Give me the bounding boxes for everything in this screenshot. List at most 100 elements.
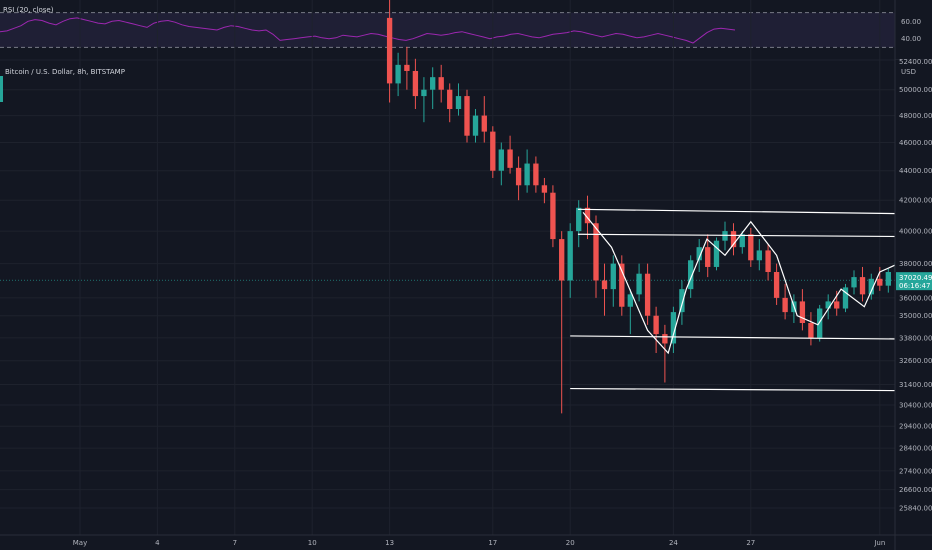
candle — [550, 185, 556, 248]
price-tick-label: 32600.00 — [899, 357, 932, 365]
candle — [559, 231, 565, 414]
time-axis[interactable]: 26May47101317202427Jun4710141720 — [0, 534, 932, 547]
candle — [507, 135, 513, 174]
candle-body — [507, 149, 513, 168]
candle — [765, 243, 771, 281]
price-tick-label: 27400.00 — [899, 467, 932, 475]
candle — [730, 223, 737, 256]
candle-body — [799, 301, 806, 324]
last-price-box — [896, 272, 932, 291]
candle-body — [834, 301, 840, 309]
rsi-band — [0, 12, 895, 48]
candle-body — [421, 89, 427, 97]
candle — [817, 304, 823, 342]
candle — [386, 0, 393, 103]
candle-body — [404, 64, 410, 71]
candle-body — [851, 277, 857, 288]
price-tick-label: 36000.00 — [899, 294, 932, 302]
price-ticks: 25840.00 26600.00 27400.00 28400.00 29400.00… — [899, 58, 932, 513]
price-tick-label: 25840.00 — [899, 505, 932, 513]
candle-body — [515, 167, 522, 186]
candle-body — [773, 272, 780, 298]
candle-body — [464, 96, 470, 136]
currency-label: USD — [901, 68, 916, 76]
candle — [653, 306, 659, 354]
candle — [395, 52, 401, 97]
candle — [490, 126, 496, 178]
price-tick-label: 33800.00 — [899, 334, 932, 342]
candle-body — [842, 287, 849, 309]
candle-body — [498, 149, 504, 171]
candle — [834, 290, 840, 316]
candle-body — [567, 231, 573, 281]
time-tick-label: 13 — [385, 539, 394, 547]
price-tick-label: 31400.00 — [899, 381, 932, 389]
time-tick-label: 24 — [669, 539, 678, 547]
price-tick-label: 26600.00 — [899, 486, 932, 494]
price-tick-label: 38000.00 — [899, 260, 932, 268]
channel-line — [577, 233, 932, 238]
candle — [447, 83, 453, 123]
candle-body — [756, 250, 762, 261]
left-edge-marker — [0, 76, 3, 102]
price-tick-label: 29400.00 — [899, 423, 932, 431]
candle — [808, 312, 814, 346]
candle — [498, 142, 504, 186]
projection-path — [582, 212, 932, 355]
candle — [885, 268, 891, 293]
candle-body — [559, 239, 565, 281]
candle-body — [825, 301, 831, 309]
chart-title: Bitcoin / U.S. Dollar, 8h, BITSTAMP — [5, 68, 125, 76]
candle — [619, 255, 625, 316]
candle-body — [550, 192, 556, 240]
candle-body — [696, 247, 702, 261]
candle — [472, 109, 479, 143]
price-tick-label: 44000.00 — [899, 167, 932, 175]
candle-body — [859, 277, 866, 295]
candle — [877, 266, 883, 291]
drawings — [570, 208, 932, 392]
rsi-label: RSI (20, close) — [3, 6, 54, 14]
candles — [386, 0, 932, 414]
candle — [533, 156, 539, 193]
candle — [541, 177, 548, 204]
candle — [524, 149, 530, 193]
candle-body — [705, 247, 711, 267]
candle-body — [748, 234, 754, 261]
candle — [438, 64, 444, 103]
time-tick-label: Jun — [873, 539, 885, 547]
time-tick-label: 10 — [308, 539, 317, 547]
candle-body — [610, 263, 616, 290]
candle-body — [601, 280, 608, 290]
candle-body — [877, 278, 883, 286]
last-price-tag: 37020.49 06:16:47 — [896, 272, 932, 291]
rsi-axis: 60.00 40.00 — [901, 18, 921, 43]
candle-body — [670, 312, 677, 344]
time-tick-label: 20 — [566, 539, 575, 547]
rsi-tick-label: 60.00 — [901, 18, 921, 26]
candle-body — [627, 294, 633, 307]
grid — [0, 0, 895, 535]
price-axis[interactable]: USD 25840.00 26600.00 27400.00 28400.00 2940… — [894, 0, 932, 550]
candle-body — [447, 89, 453, 110]
candle-body — [653, 315, 659, 335]
candle-body — [481, 115, 487, 132]
rsi-line — [0, 17, 736, 44]
main-pane — [0, 0, 932, 535]
candle-body — [412, 70, 419, 97]
candle — [782, 283, 788, 320]
candle — [756, 239, 762, 271]
candle — [773, 263, 780, 305]
candle — [799, 289, 806, 331]
candle — [868, 273, 874, 300]
last-price-countdown: 06:16:47 — [899, 282, 930, 290]
candle — [851, 270, 857, 295]
candle — [567, 223, 573, 298]
time-tick-label: 17 — [488, 539, 497, 547]
candle — [610, 255, 616, 307]
candle-body — [679, 289, 685, 313]
candle — [481, 96, 487, 143]
candle-body — [386, 17, 393, 84]
price-tick-label: 42000.00 — [899, 197, 932, 205]
